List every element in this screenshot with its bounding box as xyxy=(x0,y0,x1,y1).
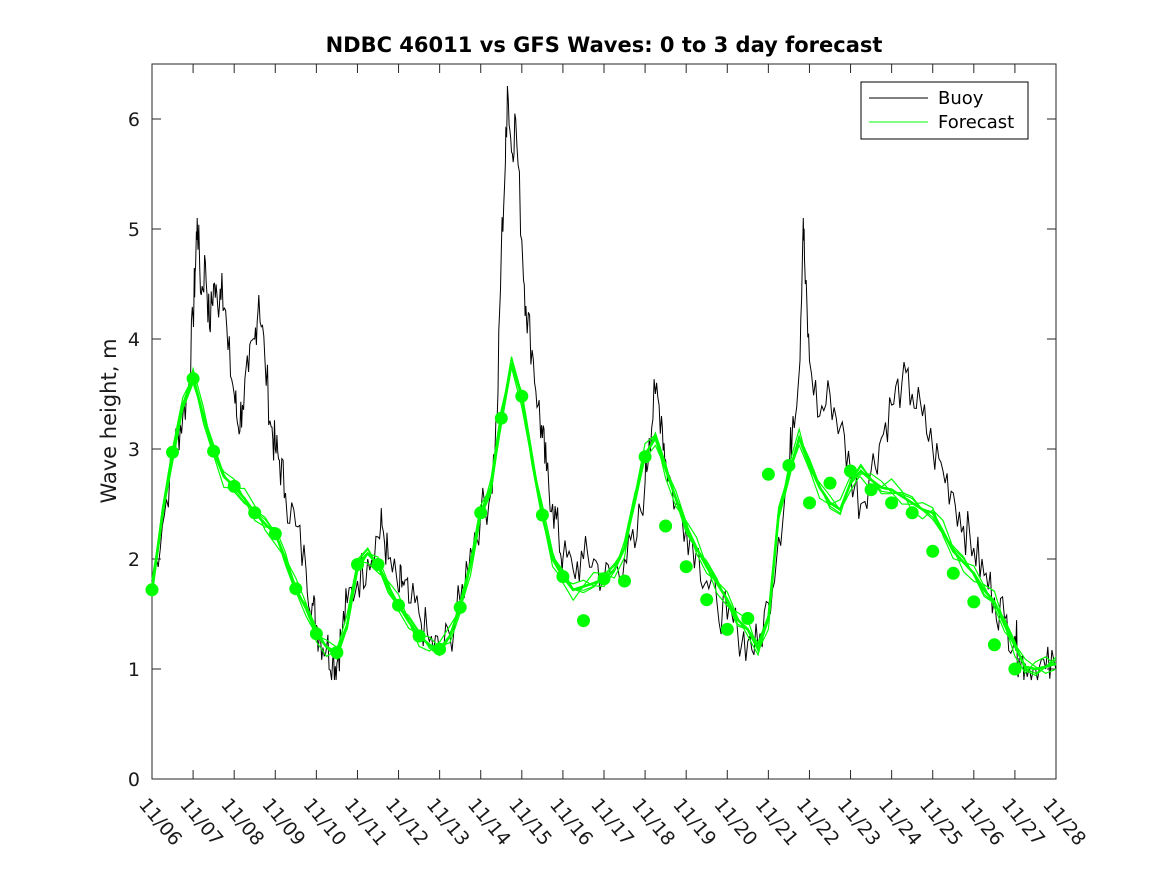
forecast-marker xyxy=(659,519,673,533)
forecast-marker xyxy=(453,600,467,614)
forecast-marker xyxy=(289,582,303,596)
forecast-ensemble-line xyxy=(151,365,1057,674)
forecast-marker xyxy=(227,479,241,493)
forecast-marker xyxy=(1008,662,1022,676)
buoy-line xyxy=(151,85,1057,681)
forecast-marker xyxy=(556,570,570,584)
forecast-marker xyxy=(618,574,631,588)
forecast-marker xyxy=(761,467,775,481)
forecast-marker xyxy=(330,646,344,659)
y-tick-label: 1 xyxy=(128,659,140,681)
forecast-marker xyxy=(946,566,960,580)
forecast-marker xyxy=(515,389,529,403)
forecast-marker xyxy=(926,544,940,558)
forecast-marker xyxy=(412,629,426,643)
forecast-markers xyxy=(145,372,1022,676)
forecast-marker xyxy=(392,598,405,612)
forecast-marker xyxy=(309,627,323,641)
forecast-marker xyxy=(885,496,899,510)
forecast-marker xyxy=(844,464,857,478)
forecast-marker xyxy=(207,444,221,458)
legend-label-forecast: Forecast xyxy=(938,112,1014,133)
forecast-marker xyxy=(803,496,816,510)
forecast-marker xyxy=(987,638,1001,652)
forecast-marker xyxy=(186,372,200,386)
y-tick-label: 4 xyxy=(128,329,140,351)
forecast-marker xyxy=(145,583,159,597)
forecast-marker xyxy=(494,411,508,425)
forecast-marker xyxy=(967,595,981,609)
plot-area xyxy=(145,63,1057,780)
y-tick-label: 2 xyxy=(128,549,140,571)
forecast-marker xyxy=(166,445,179,459)
forecast-marker xyxy=(577,614,590,628)
forecast-marker xyxy=(905,506,919,520)
forecast-marker xyxy=(433,642,447,656)
y-tick-label: 0 xyxy=(128,769,140,791)
y-tick-label: 3 xyxy=(128,439,140,461)
y-tick-label: 5 xyxy=(128,219,140,241)
chart-title: NDBC 46011 vs GFS Waves: 0 to 3 day fore… xyxy=(326,33,883,57)
forecast-marker xyxy=(679,560,693,574)
legend: Buoy Forecast xyxy=(860,81,1029,140)
forecast-marker xyxy=(741,611,755,625)
legend-label-buoy: Buoy xyxy=(938,88,984,109)
forecast-marker xyxy=(597,572,611,586)
plot-frame xyxy=(151,63,1057,780)
forecast-marker xyxy=(720,622,734,636)
legend-box xyxy=(860,81,1029,140)
forecast-marker xyxy=(823,476,837,490)
y-tick-label: 6 xyxy=(128,109,140,131)
forecast-marker xyxy=(638,450,652,464)
forecast-marker xyxy=(248,506,262,520)
y-tick-labels: 0 1 2 3 4 5 6 xyxy=(128,109,140,791)
forecast-marker xyxy=(268,527,282,541)
buoy-series xyxy=(151,85,1057,681)
forecast-marker xyxy=(864,483,878,497)
forecast-marker xyxy=(474,506,488,520)
y-axis-label: Wave height, m xyxy=(97,338,121,503)
forecast-marker xyxy=(371,558,385,571)
forecast-marker xyxy=(351,558,364,571)
forecast-marker xyxy=(535,508,549,522)
forecast-marker xyxy=(700,593,714,607)
axis-ticks xyxy=(151,64,1057,780)
forecast-marker xyxy=(782,459,796,472)
